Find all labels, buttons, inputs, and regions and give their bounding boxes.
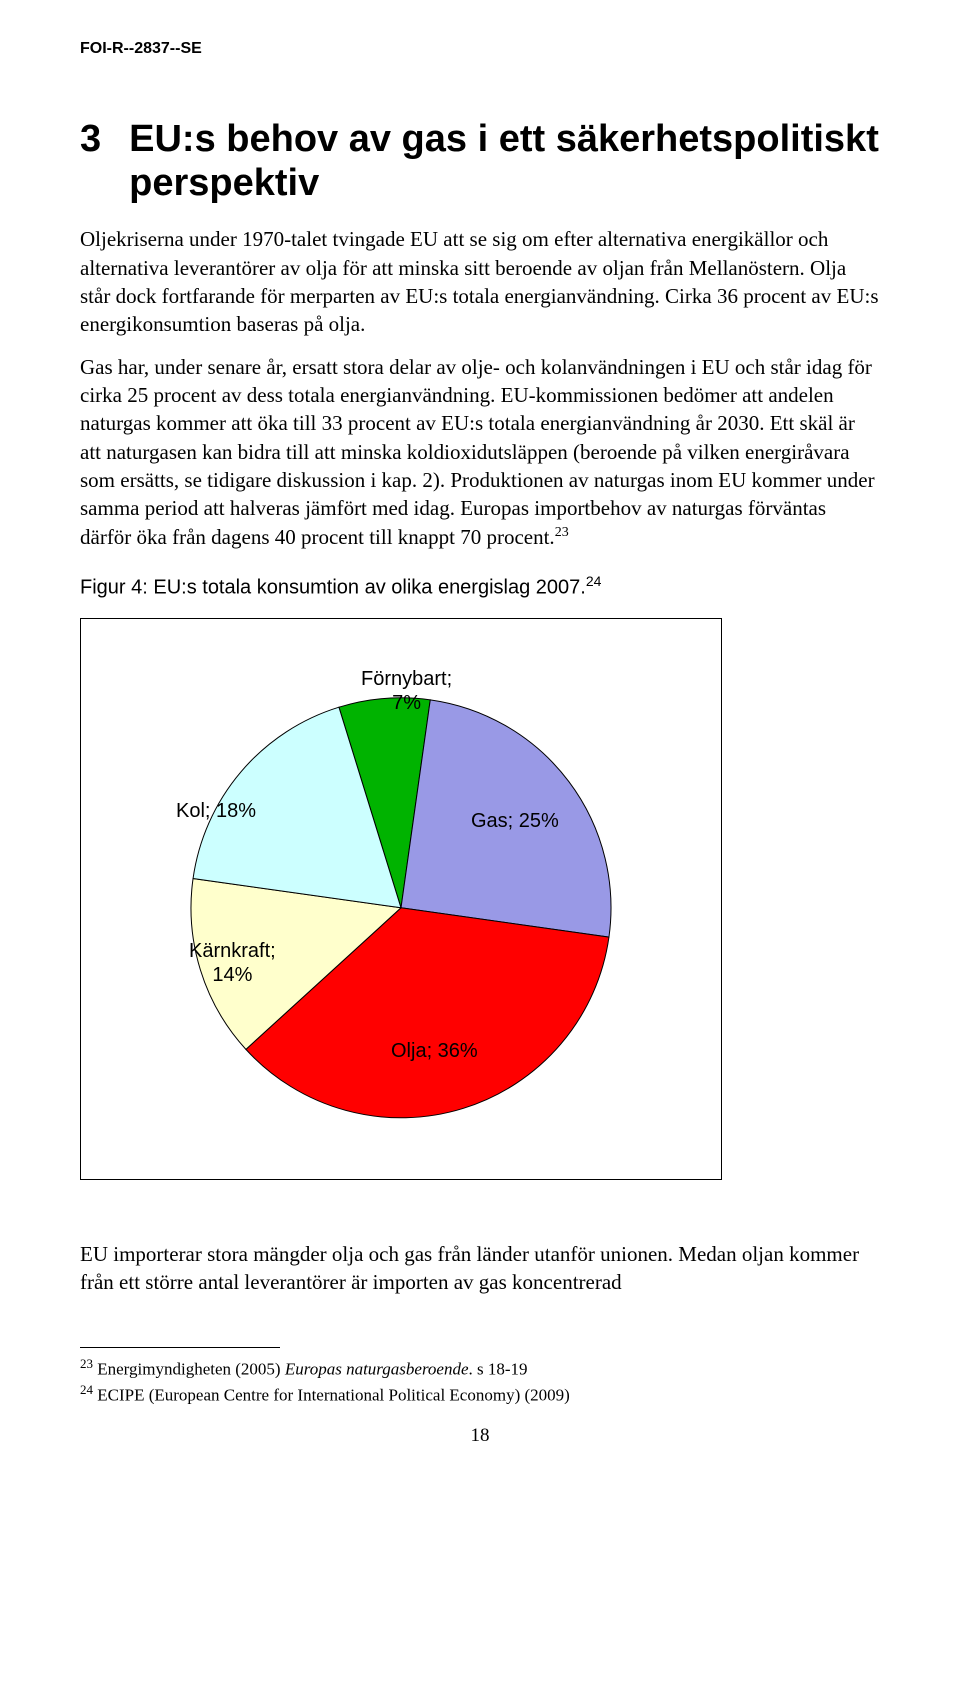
pie-slice-label: Förnybart;7% <box>361 667 452 715</box>
footnote-23-text-a: Energimyndigheten (2005) <box>93 1359 285 1378</box>
footnote-23: 23 Energimyndigheten (2005) Europas natu… <box>80 1356 880 1381</box>
footnote-23-italic: Europas naturgasberoende <box>285 1359 469 1378</box>
pie-slice-label: Gas; 25% <box>471 809 559 833</box>
figure-caption: Figur 4: EU:s totala konsumtion av olika… <box>80 573 880 600</box>
footnotes-separator <box>80 1347 280 1348</box>
footnote-24-num: 24 <box>80 1382 93 1397</box>
footnote-23-text-b: . s 18-19 <box>469 1359 528 1378</box>
figure-caption-text: Figur 4: EU:s totala konsumtion av olika… <box>80 577 586 599</box>
page-number: 18 <box>80 1425 880 1447</box>
paragraph-3: EU importerar stora mängder olja och gas… <box>80 1240 880 1297</box>
footnote-24: 24 ECIPE (European Centre for Internatio… <box>80 1382 880 1407</box>
chapter-title: EU:s behov av gas i ett säkerhetspolitis… <box>129 118 880 205</box>
footnote-23-num: 23 <box>80 1356 93 1371</box>
pie-slice-label: Olja; 36% <box>391 1039 478 1063</box>
document-page: FOI-R--2837--SE 3 EU:s behov av gas i et… <box>0 0 960 1487</box>
paragraph-2-text: Gas har, under senare år, ersatt stora d… <box>80 355 875 549</box>
footnote-ref-23: 23 <box>555 525 569 540</box>
pie-slice-label: Kärnkraft;14% <box>189 939 276 987</box>
pie-chart-container: Förnybart;7% Gas; 25% Olja; 36% Kärnkraft;1… <box>80 618 722 1180</box>
footnote-24-text: ECIPE (European Centre for International… <box>93 1386 570 1405</box>
pie-slice-label: Kol; 18% <box>176 799 256 823</box>
paragraph-1: Oljekriserna under 1970-talet tvingade E… <box>80 225 880 338</box>
chapter-number: 3 <box>80 118 101 161</box>
paragraph-2: Gas har, under senare år, ersatt stora d… <box>80 353 880 551</box>
footnote-ref-24: 24 <box>586 573 602 589</box>
chapter-heading: 3 EU:s behov av gas i ett säkerhetspolit… <box>80 118 880 205</box>
document-id: FOI-R--2837--SE <box>80 40 880 58</box>
